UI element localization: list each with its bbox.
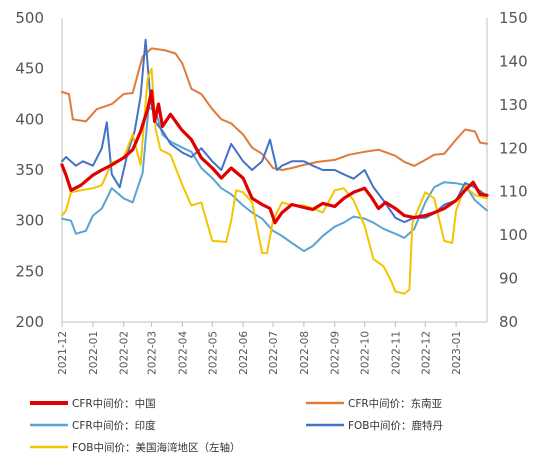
x-tick-label: 2022-06 — [238, 331, 250, 375]
x-tick-label: 2021-12 — [57, 331, 69, 375]
y-left-tick-label: 450 — [15, 60, 44, 78]
legend-item: FOB中间价：鹿特丹 — [306, 419, 443, 432]
series-line-4 — [61, 38, 488, 224]
series-line-5 — [61, 67, 488, 295]
x-tick-label: 2022-07 — [268, 331, 280, 375]
legend-item: CFR中间价：中国 — [30, 397, 156, 410]
y-right-tick-label: 150 — [499, 9, 528, 27]
y-left-tick-label: 500 — [15, 9, 44, 27]
y-right-tick-label: 100 — [499, 226, 528, 244]
y-left-tick-label: 250 — [15, 262, 44, 280]
x-tick-label: 2022-09 — [330, 331, 342, 375]
x-tick-label: 2023-01 — [451, 331, 463, 375]
y-right-tick-label: 80 — [499, 313, 518, 331]
x-tick-label: 2022-10 — [360, 331, 372, 375]
x-tick-label: 2022-11 — [390, 331, 402, 375]
y-left-tick-label: 200 — [15, 313, 44, 331]
legend-item: CFR中间价：东南亚 — [306, 397, 443, 410]
x-tick-label: 2022-02 — [119, 331, 131, 375]
x-tick-label: 2022-12 — [420, 331, 432, 375]
y-right-tick-label: 110 — [499, 183, 528, 201]
legend: CFR中间价：中国 CFR中间价：东南亚 CFR中间价：印度 FOB中间价：鹿特丹 FO… — [30, 397, 443, 454]
y-right-tick-label: 140 — [499, 52, 528, 70]
y-left-tick-label: 300 — [15, 212, 44, 230]
y-right-tick-label: 120 — [499, 139, 528, 157]
legend-label: FOB中间价：鹿特丹 — [348, 419, 443, 432]
legend-label: CFR中间价：东南亚 — [348, 397, 443, 410]
legend-item: FOB中间价：美国海湾地区（左轴） — [30, 441, 241, 454]
y-left-tick-label: 400 — [15, 110, 44, 128]
y-right-tick-label: 130 — [499, 96, 528, 114]
series-line-1 — [60, 89, 489, 225]
series-line-2 — [61, 47, 488, 171]
series-lines — [60, 38, 489, 295]
x-tick-label: 2022-04 — [177, 331, 189, 375]
x-tick-label: 2022-05 — [207, 331, 219, 375]
legend-label: FOB中间价：美国海湾地区（左轴） — [72, 441, 241, 454]
legend-item: CFR中间价：印度 — [30, 419, 156, 432]
axes: 200 250 300 350 400 450 500 80 90 100 110 120 130 140… — [15, 9, 527, 375]
y-right-tick-label: 90 — [499, 270, 518, 288]
x-tick-label: 2022-03 — [147, 331, 159, 375]
series-line-3 — [61, 106, 488, 253]
x-tick-label: 2022-01 — [88, 331, 100, 375]
legend-label: CFR中间价：中国 — [72, 397, 156, 410]
y-left-tick-label: 350 — [15, 161, 44, 179]
legend-label: CFR中间价：印度 — [72, 419, 156, 432]
x-tick-label: 2022-08 — [299, 331, 311, 375]
